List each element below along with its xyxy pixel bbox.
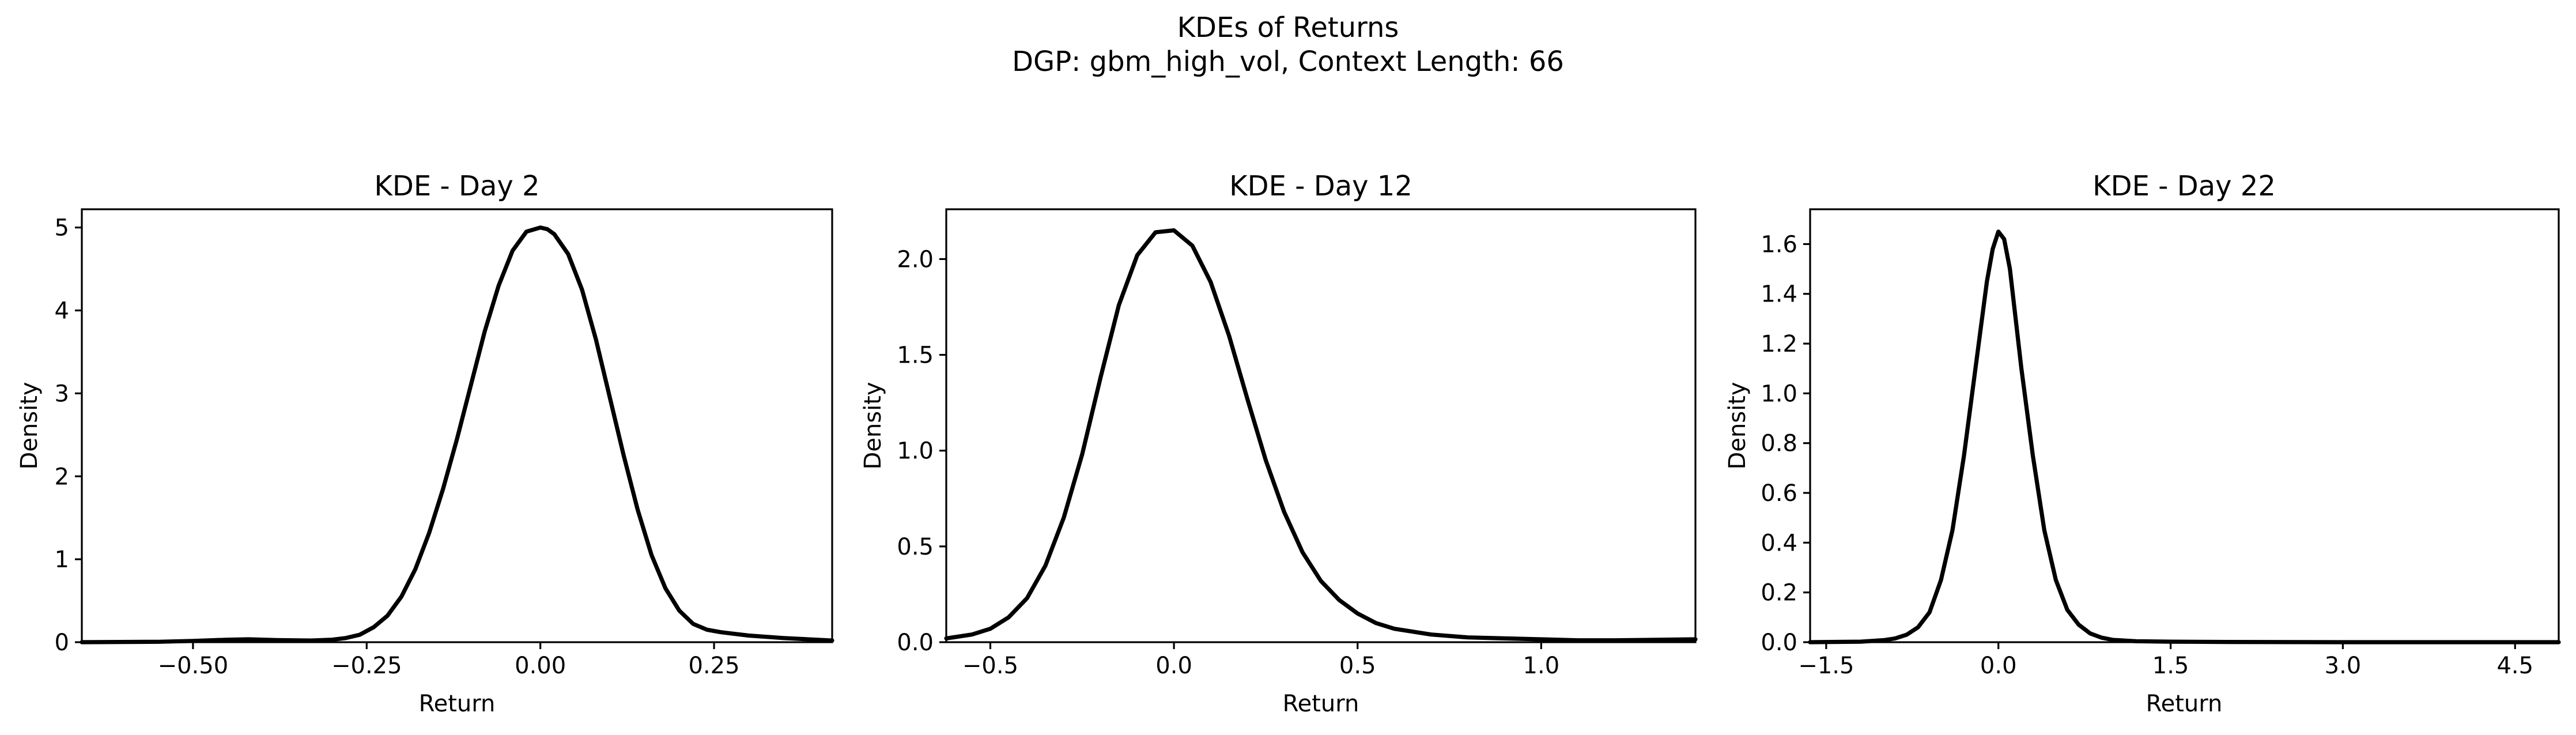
subplot-title: KDE - Day 22 [2092, 170, 2276, 202]
x-tick-label: 3.0 [2325, 653, 2362, 679]
y-tick-label: 1.6 [1761, 231, 1797, 258]
x-tick-label: 0.0 [1980, 653, 2017, 679]
x-ticks: −0.5 0.0 0.5 1.0 [962, 642, 1559, 679]
x-tick-label: 0.25 [689, 653, 740, 679]
subplot-title: KDE - Day 2 [374, 170, 539, 202]
y-tick-label: 0.6 [1761, 480, 1797, 507]
y-tick-label: 1.4 [1761, 281, 1797, 308]
subplot-day-12: KDE - Day 12 −0.5 0.0 0.5 1.0 0.0 0.5 1.0 1.5 2… [860, 170, 1698, 717]
x-ticks: −1.5 0.0 1.5 3.0 4.5 [1798, 642, 2533, 679]
kde-curve [80, 225, 834, 644]
y-tick-label: 1.0 [1761, 380, 1797, 407]
subplot-day-2: KDE - Day 2 −0.50 −0.25 0.00 0.25 0 1 2 3 4 5 Re… [16, 170, 834, 717]
x-tick-label: 1.0 [1523, 653, 1560, 679]
y-tick-label: 4 [55, 298, 69, 325]
y-tick-label: 5 [55, 215, 69, 242]
y-tick-label: 3 [55, 380, 69, 407]
y-tick-label: 0.8 [1761, 431, 1797, 457]
y-axis-label: Density [16, 382, 43, 469]
x-axis-label: Return [419, 691, 496, 717]
y-tick-label: 1.0 [897, 438, 934, 465]
y-tick-label: 2 [55, 463, 69, 490]
kde-curve [944, 228, 1698, 643]
figure-suptitle-line2: DGP: gbm_high_vol, Context Length: 66 [1012, 46, 1564, 78]
x-tick-label: 0.0 [1155, 653, 1192, 679]
axes-frame [1809, 208, 2560, 643]
x-tick-label: 0.00 [515, 653, 566, 679]
x-tick-label: 0.5 [1339, 653, 1376, 679]
x-axis-label: Return [2146, 691, 2223, 717]
x-tick-label: −0.25 [331, 653, 402, 679]
x-tick-label: −0.5 [962, 653, 1018, 679]
x-tick-label: 1.5 [2152, 653, 2189, 679]
x-tick-label: −1.5 [1798, 653, 1854, 679]
kde-curve [1808, 229, 2561, 644]
y-tick-label: 0.5 [897, 534, 934, 560]
y-axis-label: Density [860, 382, 886, 469]
subplot-day-22: KDE - Day 22 −1.5 0.0 1.5 3.0 4.5 0.00.20.40… [1724, 170, 2561, 717]
y-tick-label: 0.0 [897, 630, 934, 656]
y-tick-label: 2.0 [897, 246, 934, 273]
y-tick-label: 0.0 [1761, 630, 1797, 656]
y-ticks: 0.0 0.2 0.4 0.6 0.8 1.0 1.2 1.4 1.6 [1761, 231, 1810, 656]
y-tick-label: 0 [55, 630, 69, 656]
x-tick-label: 4.5 [2496, 653, 2533, 679]
y-tick-label: 0.2 [1761, 580, 1797, 606]
y-tick-label: 1 [55, 546, 69, 573]
y-ticks: 0.0 0.5 1.0 1.5 2.0 [897, 246, 946, 656]
y-tick-label: 1.5 [897, 342, 934, 369]
figure-suptitle-line1: KDEs of Returns [1177, 12, 1399, 44]
subplot-title: KDE - Day 12 [1229, 170, 1412, 202]
x-tick-label: −0.50 [158, 653, 229, 679]
y-ticks: 0 1 2 3 4 5 [55, 215, 82, 656]
axes-frame [945, 208, 1697, 643]
x-axis-label: Return [1283, 691, 1359, 717]
y-tick-label: 1.2 [1761, 331, 1797, 357]
axes-frame [81, 208, 833, 643]
y-tick-label: 0.4 [1761, 530, 1797, 556]
x-ticks: −0.50 −0.25 0.00 0.25 [158, 642, 740, 679]
y-axis-label: Density [1724, 382, 1751, 469]
